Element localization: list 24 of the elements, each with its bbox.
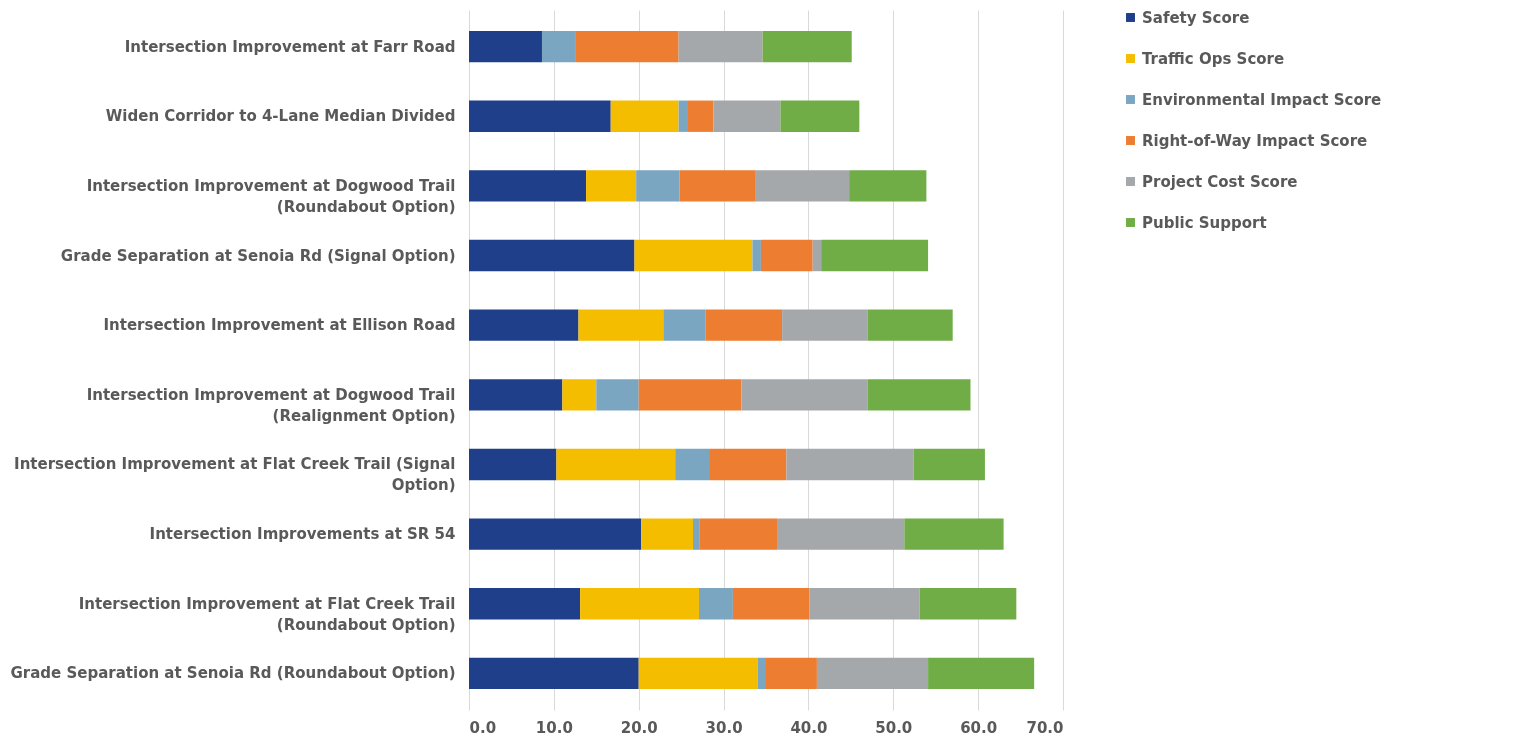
y-tick-label: Intersection Improvement at Farr Road [124, 37, 456, 56]
y-tick-label: Intersection Improvement at Flat Creek Trail (Roundabout Option) [78, 594, 456, 634]
y-tick-label: Grade Separation at Senoia Rd (Roundabout Option) [10, 664, 456, 683]
y-tick-label: Widen Corridor to 4-Lane Median Divided [105, 107, 456, 126]
y-tick-label: Intersection Improvement at Dogwood Trail (Roundabout Option) [86, 176, 456, 216]
y-tick-label: Intersection Improvement at Dogwood Trail (Realignment Option) [86, 385, 456, 425]
legend-label: Public Support [1142, 213, 1267, 232]
y-tick-label: Intersection Improvement at Flat Creek Trail (Signal Option) [14, 455, 456, 495]
legend-label: Project Cost Score [1142, 172, 1298, 191]
legend-label: Right-of-Way Impact Score [1142, 131, 1368, 150]
x-tick-label: 40.0 [790, 718, 828, 737]
y-tick-label: Intersection Improvement at Ellison Road [103, 316, 456, 335]
x-tick-label: 10.0 [535, 718, 573, 737]
y-tick-label: Intersection Improvements at SR 54 [149, 525, 456, 544]
x-tick-label: 0.0 [469, 718, 497, 737]
y-tick-label: Grade Separation at Senoia Rd (Signal Option) [60, 246, 456, 265]
legend-label: Environmental Impact Score [1142, 90, 1382, 109]
x-tick-label: 70.0 [1026, 718, 1064, 737]
x-tick-label: 30.0 [705, 718, 743, 737]
legend-label: Safety Score [1142, 8, 1250, 27]
x-tick-label: 50.0 [875, 718, 913, 737]
x-tick-label: 60.0 [960, 718, 998, 737]
x-tick-label: 20.0 [620, 718, 658, 737]
legend-label: Traffic Ops Score [1142, 49, 1285, 68]
